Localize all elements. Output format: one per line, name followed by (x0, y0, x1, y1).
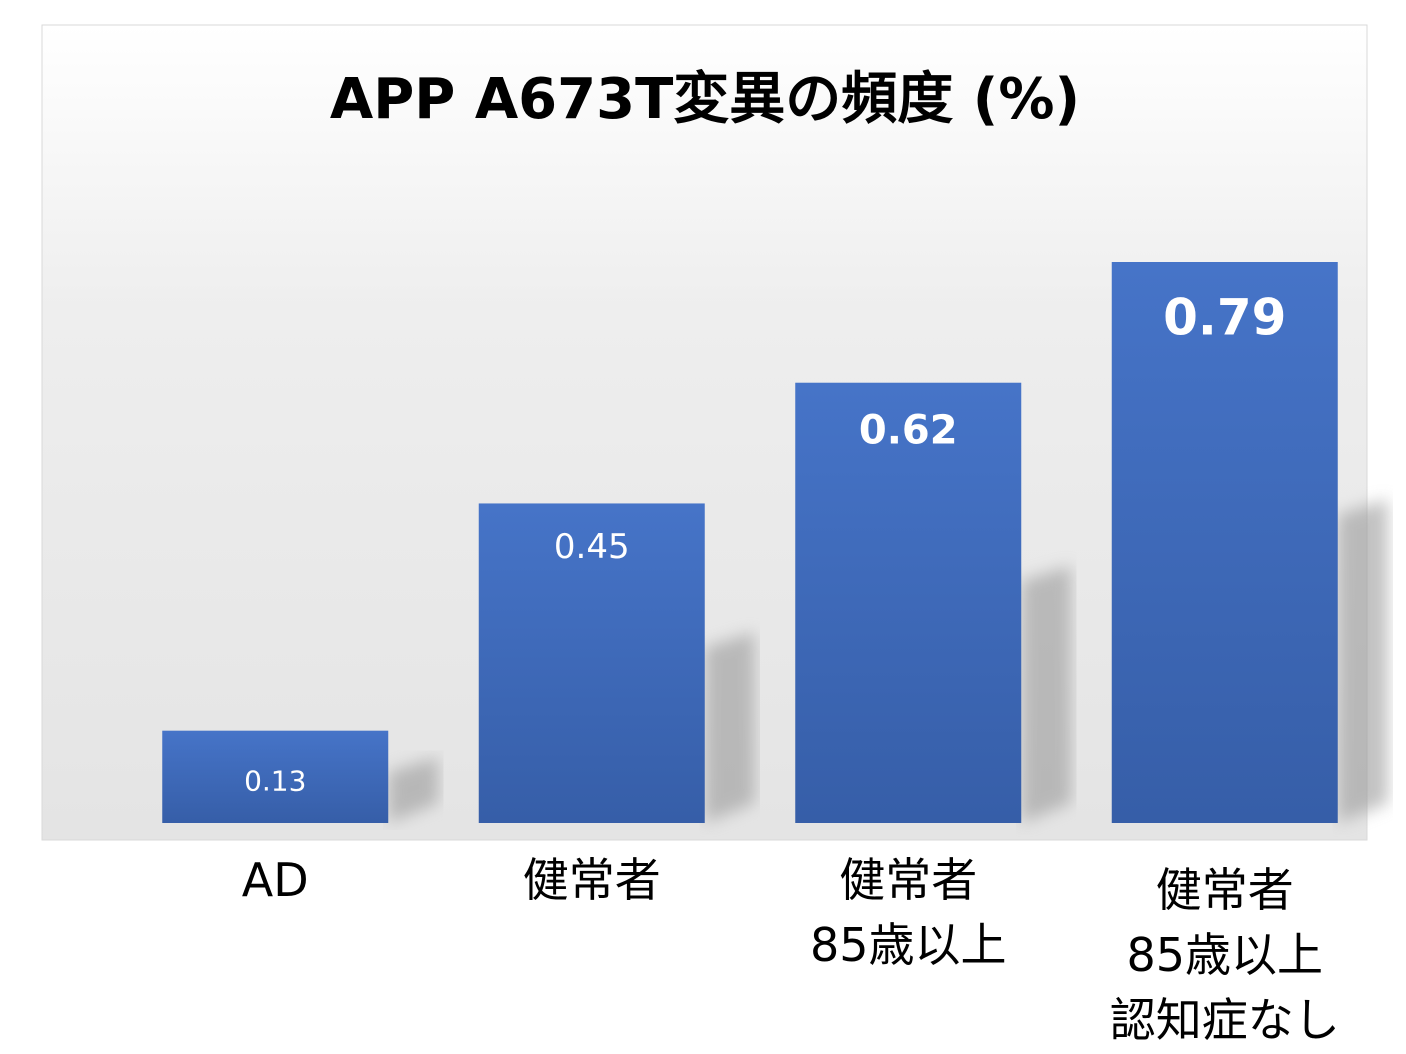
bar (162, 730, 389, 823)
x-tick-label-line: 健常者 (1156, 863, 1294, 917)
x-tick-label-line: 85歳以上 (1126, 928, 1323, 982)
bar (795, 382, 1022, 823)
x-tick-label: AD (242, 853, 309, 907)
data-label: 0.62 (859, 408, 958, 454)
x-tick-label-line: 85歳以上 (810, 918, 1007, 972)
x-tick-label: 健常者 (523, 853, 661, 907)
data-label: 0.45 (554, 527, 630, 567)
x-tick-label-line: AD (242, 853, 309, 907)
data-label: 0.13 (244, 765, 306, 798)
x-tick-label-line: 健常者 (523, 853, 661, 907)
bar-shadow (1337, 499, 1388, 823)
x-tick-label: 健常者 85歳以上認知症なし (1110, 863, 1340, 1047)
bar-shadow (388, 757, 439, 823)
bar (1111, 262, 1338, 823)
bar (478, 503, 705, 823)
data-label: 0.79 (1163, 289, 1286, 347)
bar-shadow (704, 632, 755, 823)
x-tick-label-line: 認知症なし (1110, 993, 1340, 1047)
bar-shadow (1021, 565, 1072, 823)
x-tick-label-line: 健常者 (839, 853, 977, 907)
chart-title: APP A673T変異の頻度 (%) (330, 67, 1080, 132)
x-tick-label: 健常者 85歳以上 (810, 853, 1007, 972)
